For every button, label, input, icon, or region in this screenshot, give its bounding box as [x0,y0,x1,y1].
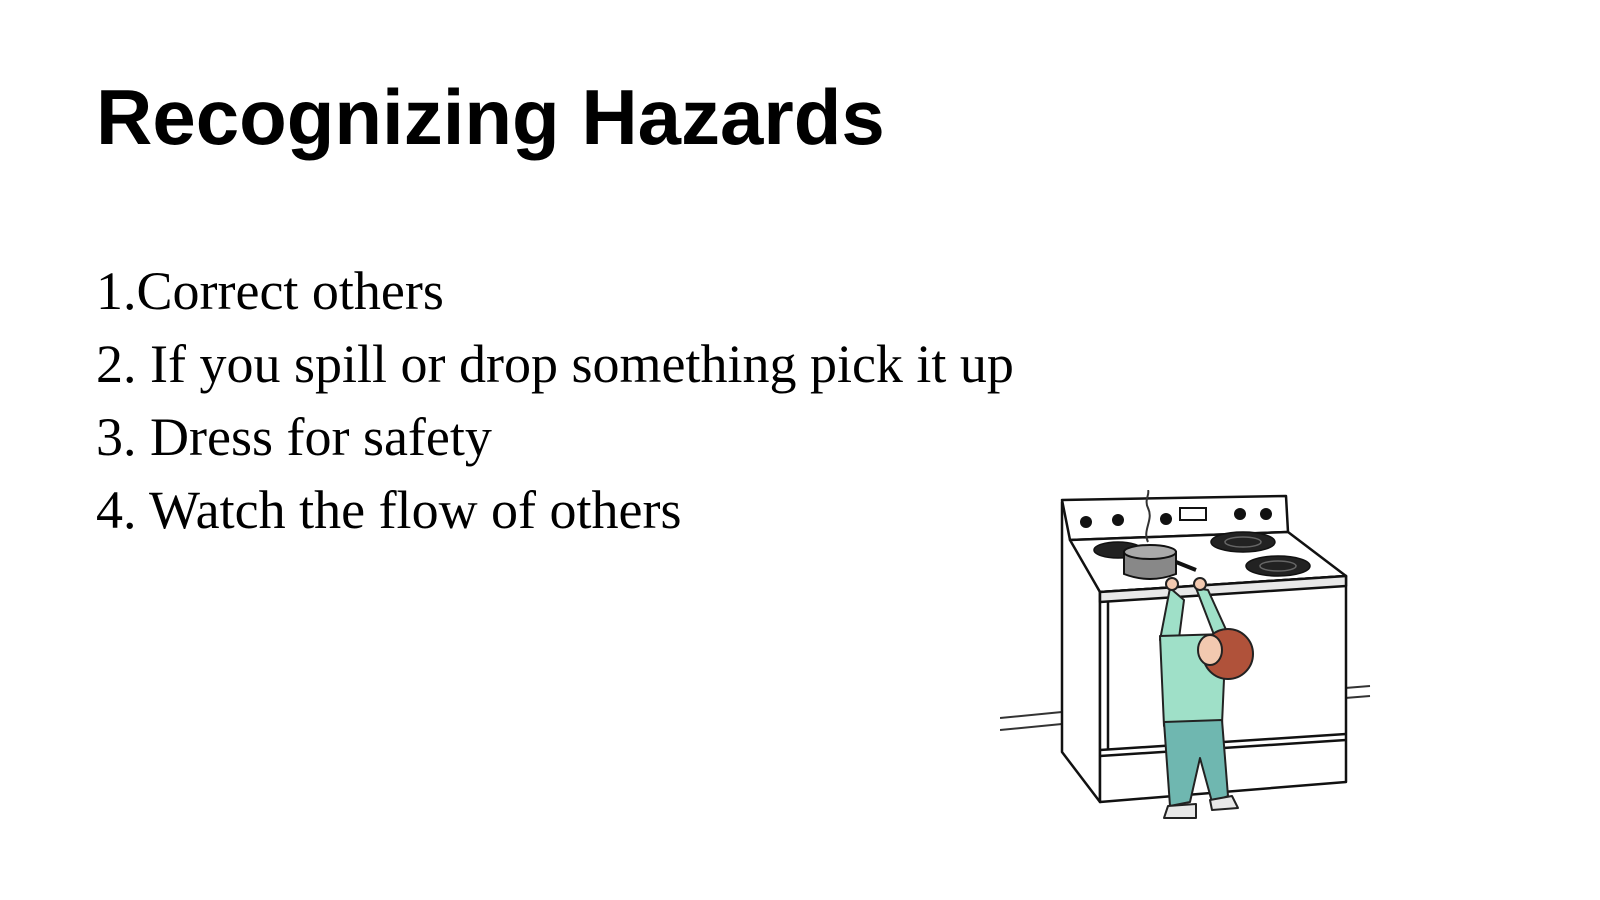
slide-title: Recognizing Hazards [96,73,885,161]
bullet-item: 4. Watch the flow of others [96,480,682,540]
child-reaching-stove-illustration [1000,490,1371,819]
bullet-item: 1.Correct others [96,261,444,321]
child-icon [1159,577,1254,819]
bullet-item: 2. If you spill or drop something pick i… [96,334,1014,394]
stove-knobs-icon [1080,507,1272,528]
bullet-list: 1.Correct others 2. If you spill or drop… [96,258,1014,550]
bullet-item: 3. Dress for safety [96,407,492,467]
floor-lines-icon [1000,685,1371,731]
pot-icon [1123,490,1197,580]
